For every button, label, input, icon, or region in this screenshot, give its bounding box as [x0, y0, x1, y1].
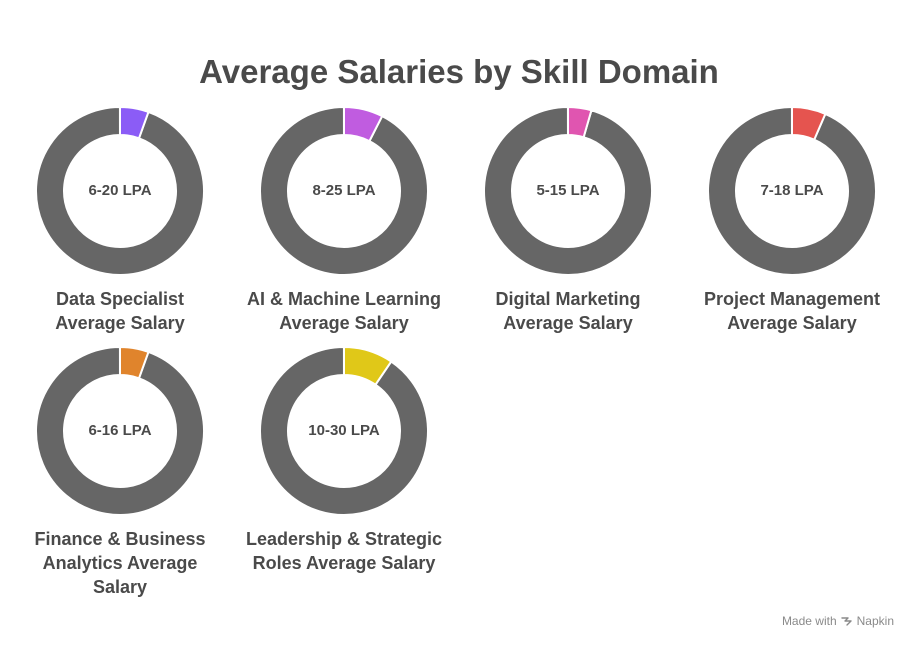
salary-range-label: 8-25 LPA	[312, 182, 376, 199]
made-with-text: Made with	[781, 614, 837, 628]
domain-caption: Finance & Business Analytics Average Sal…	[34, 529, 206, 597]
domain-caption: AI & Machine Learning Average Salary	[246, 289, 442, 333]
donut-remainder-segment	[708, 107, 876, 275]
salary-range-label: 10-30 LPA	[308, 422, 380, 439]
donut-chart	[708, 107, 876, 275]
made-with-napkin: Made with Napkin	[782, 614, 894, 628]
salary-range-label: 5-15 LPA	[536, 182, 600, 199]
domain-caption: Leadership & Strategic Roles Average Sal…	[245, 529, 443, 573]
donut-highlight-segment	[119, 107, 150, 140]
donut-remainder-segment	[260, 347, 428, 515]
donut-chart	[260, 107, 428, 275]
donut-remainder-segment	[260, 107, 428, 275]
donut-highlight-segment	[119, 347, 150, 380]
salary-range-label: 7-18 LPA	[760, 182, 824, 199]
donut-highlight-segment	[343, 107, 384, 143]
donut-chart	[484, 107, 652, 275]
domain-caption: Data Specialist Average Salary	[55, 289, 185, 333]
salary-range-label: 6-20 LPA	[88, 182, 152, 199]
salary-range-label: 6-16 LPA	[88, 422, 152, 439]
domain-caption: Digital Marketing Average Salary	[495, 289, 641, 333]
donut-highlight-segment	[567, 107, 593, 139]
donut-remainder-segment	[36, 347, 204, 515]
donut-highlight-segment	[791, 107, 827, 141]
donut-chart	[260, 347, 428, 515]
domain-caption: Project Management Average Salary	[703, 289, 881, 333]
napkin-brand: Napkin	[856, 614, 894, 628]
donut-remainder-segment	[36, 107, 204, 275]
napkin-icon	[840, 615, 853, 627]
donut-remainder-segment	[484, 107, 652, 275]
chart-title: Average Salaries by Skill Domain	[199, 53, 719, 90]
donut-highlight-segment	[343, 347, 393, 387]
donut-chart	[36, 107, 204, 275]
donut-chart	[36, 347, 204, 515]
